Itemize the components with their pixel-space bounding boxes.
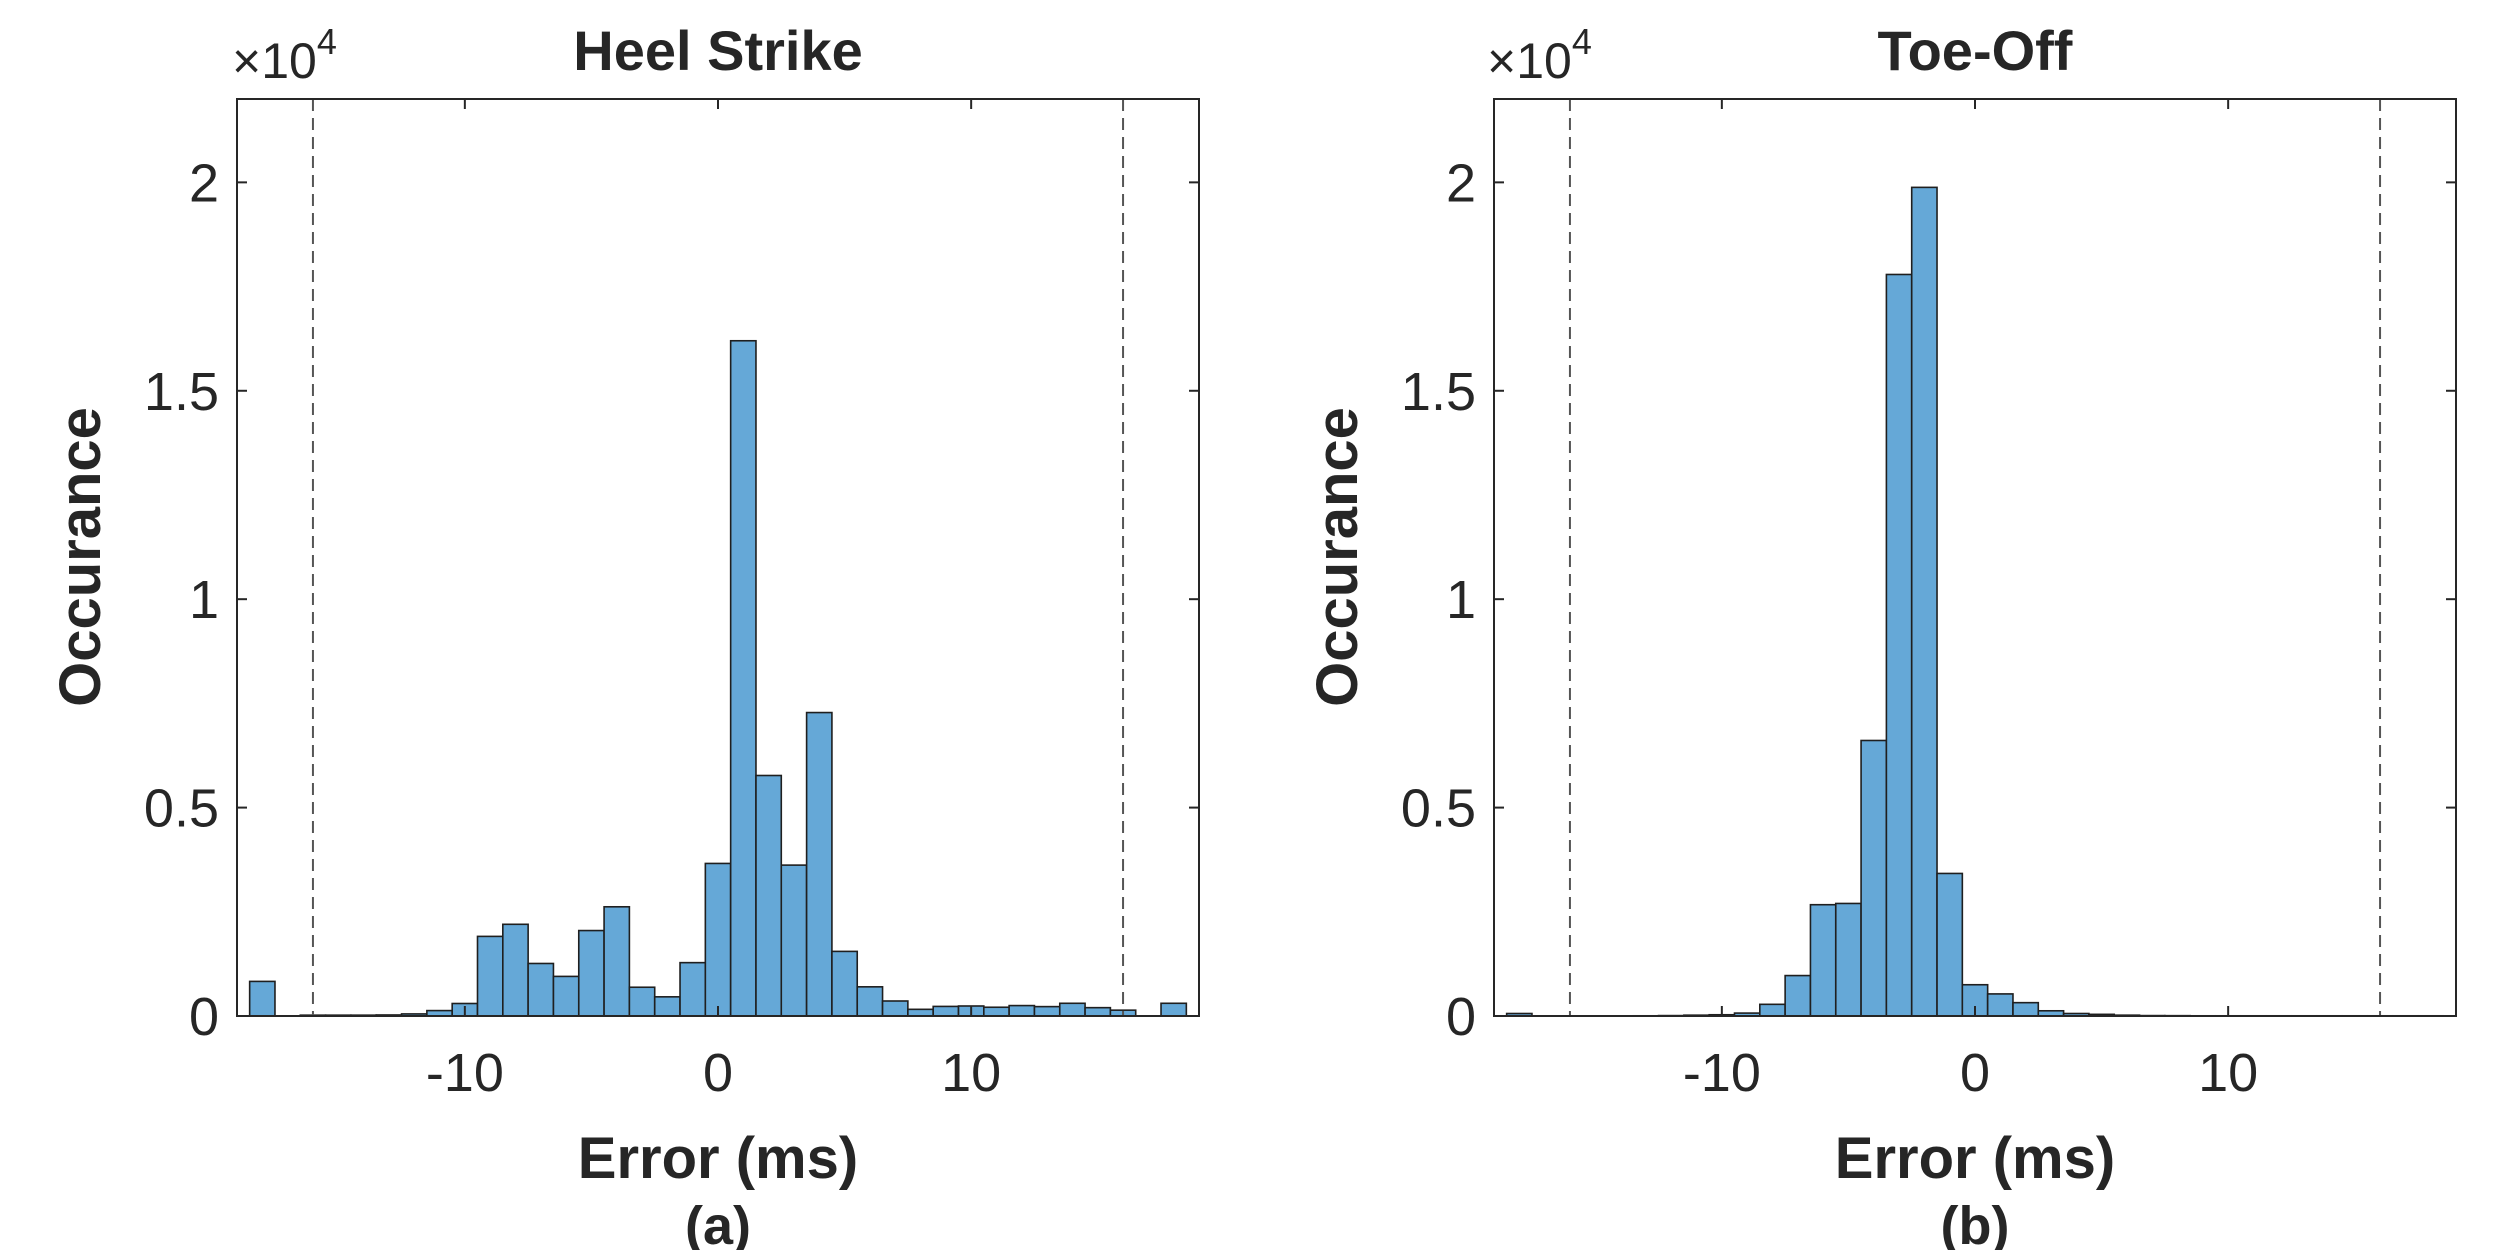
y-tick-label: 0.5 xyxy=(144,779,219,839)
plot-area xyxy=(1493,98,2457,1017)
histogram-bar xyxy=(1910,186,1938,1017)
exponent-label: ×104 xyxy=(1487,21,1592,89)
histogram-bar xyxy=(248,980,276,1017)
x-tick-label: 10 xyxy=(941,1043,1001,1103)
exponent-base: ×10 xyxy=(1487,33,1572,89)
histogram-bar xyxy=(983,1006,1010,1017)
exponent-label: ×104 xyxy=(232,21,337,89)
histogram-bar xyxy=(1936,872,1964,1017)
histogram-bar xyxy=(552,975,580,1017)
y-tick-label: 1 xyxy=(1446,570,1476,630)
histogram-bar xyxy=(704,862,732,1017)
histogram-bar xyxy=(1759,1003,1786,1017)
toe-off-panel: Toe-Off ×104 Occurance Error (ms) (b) 0 0… xyxy=(1305,19,2457,1250)
y-tick-label: 0 xyxy=(1446,987,1476,1047)
histogram-bar xyxy=(502,923,529,1017)
histogram-bar xyxy=(1058,1002,1086,1017)
histogram-bar xyxy=(1834,902,1862,1017)
histogram-bar xyxy=(780,864,808,1017)
histogram-bar xyxy=(1160,1002,1188,1017)
panel-caption: (a) xyxy=(685,1196,751,1250)
x-tick-label: 0 xyxy=(1960,1043,1990,1103)
y-tick-label: 1.5 xyxy=(144,362,219,422)
plot-area xyxy=(236,98,1200,1017)
x-axis-label: Error (ms) xyxy=(1835,1126,2115,1191)
histogram-bar xyxy=(476,935,504,1017)
histogram-bar xyxy=(527,962,555,1017)
histogram-bar xyxy=(679,961,707,1017)
exponent-power: 4 xyxy=(317,21,337,62)
y-tick-label: 1.5 xyxy=(1401,362,1476,422)
histogram-bar xyxy=(1008,1004,1036,1017)
histogram-bar xyxy=(932,1005,960,1017)
x-tick-label: -10 xyxy=(1683,1043,1761,1103)
histogram-bar xyxy=(1986,993,2014,1017)
histogram-bar xyxy=(653,996,681,1017)
histogram-bar xyxy=(577,929,605,1017)
exponent-power: 4 xyxy=(1572,21,1592,62)
histogram-bar xyxy=(881,1000,909,1017)
histogram-bar xyxy=(1084,1006,1112,1017)
exponent-base: ×10 xyxy=(232,33,317,89)
histogram-bar xyxy=(1860,739,1888,1017)
y-tick-label: 0.5 xyxy=(1401,779,1476,839)
histogram-bar xyxy=(831,950,859,1017)
heel-strike-panel: Heel Strike ×104 Occurance Error (ms) (a… xyxy=(48,19,1200,1250)
histogram-bar xyxy=(1809,903,1837,1017)
axes-background xyxy=(1494,99,2456,1016)
histogram-bar xyxy=(856,986,884,1017)
y-tick-label: 0 xyxy=(189,987,219,1047)
y-tick-label: 2 xyxy=(189,153,219,213)
histogram-bar xyxy=(805,711,833,1017)
panel-caption: (b) xyxy=(1941,1196,2010,1250)
x-tick-label: 10 xyxy=(2198,1043,2258,1103)
chart-title: Heel Strike xyxy=(573,19,863,82)
histogram-bar xyxy=(1033,1005,1061,1017)
histogram-bar xyxy=(1784,974,1812,1017)
histogram-bar xyxy=(755,774,783,1017)
y-tick-label: 1 xyxy=(189,570,219,630)
x-axis-label: Error (ms) xyxy=(578,1126,858,1191)
histogram-bar xyxy=(907,1008,934,1017)
y-tick-label: 2 xyxy=(1446,153,1476,213)
x-tick-label: 0 xyxy=(703,1043,733,1103)
histogram-bar xyxy=(2012,1001,2040,1017)
histogram-bar xyxy=(729,339,757,1017)
histogram-bar xyxy=(1885,273,1913,1017)
chart-title: Toe-Off xyxy=(1878,19,2073,82)
x-tick-label: -10 xyxy=(426,1043,504,1103)
histogram-bar xyxy=(628,986,656,1017)
y-axis-label: Occurance xyxy=(1305,407,1370,707)
y-axis-label: Occurance xyxy=(48,407,113,707)
histogram-bar xyxy=(603,905,631,1017)
